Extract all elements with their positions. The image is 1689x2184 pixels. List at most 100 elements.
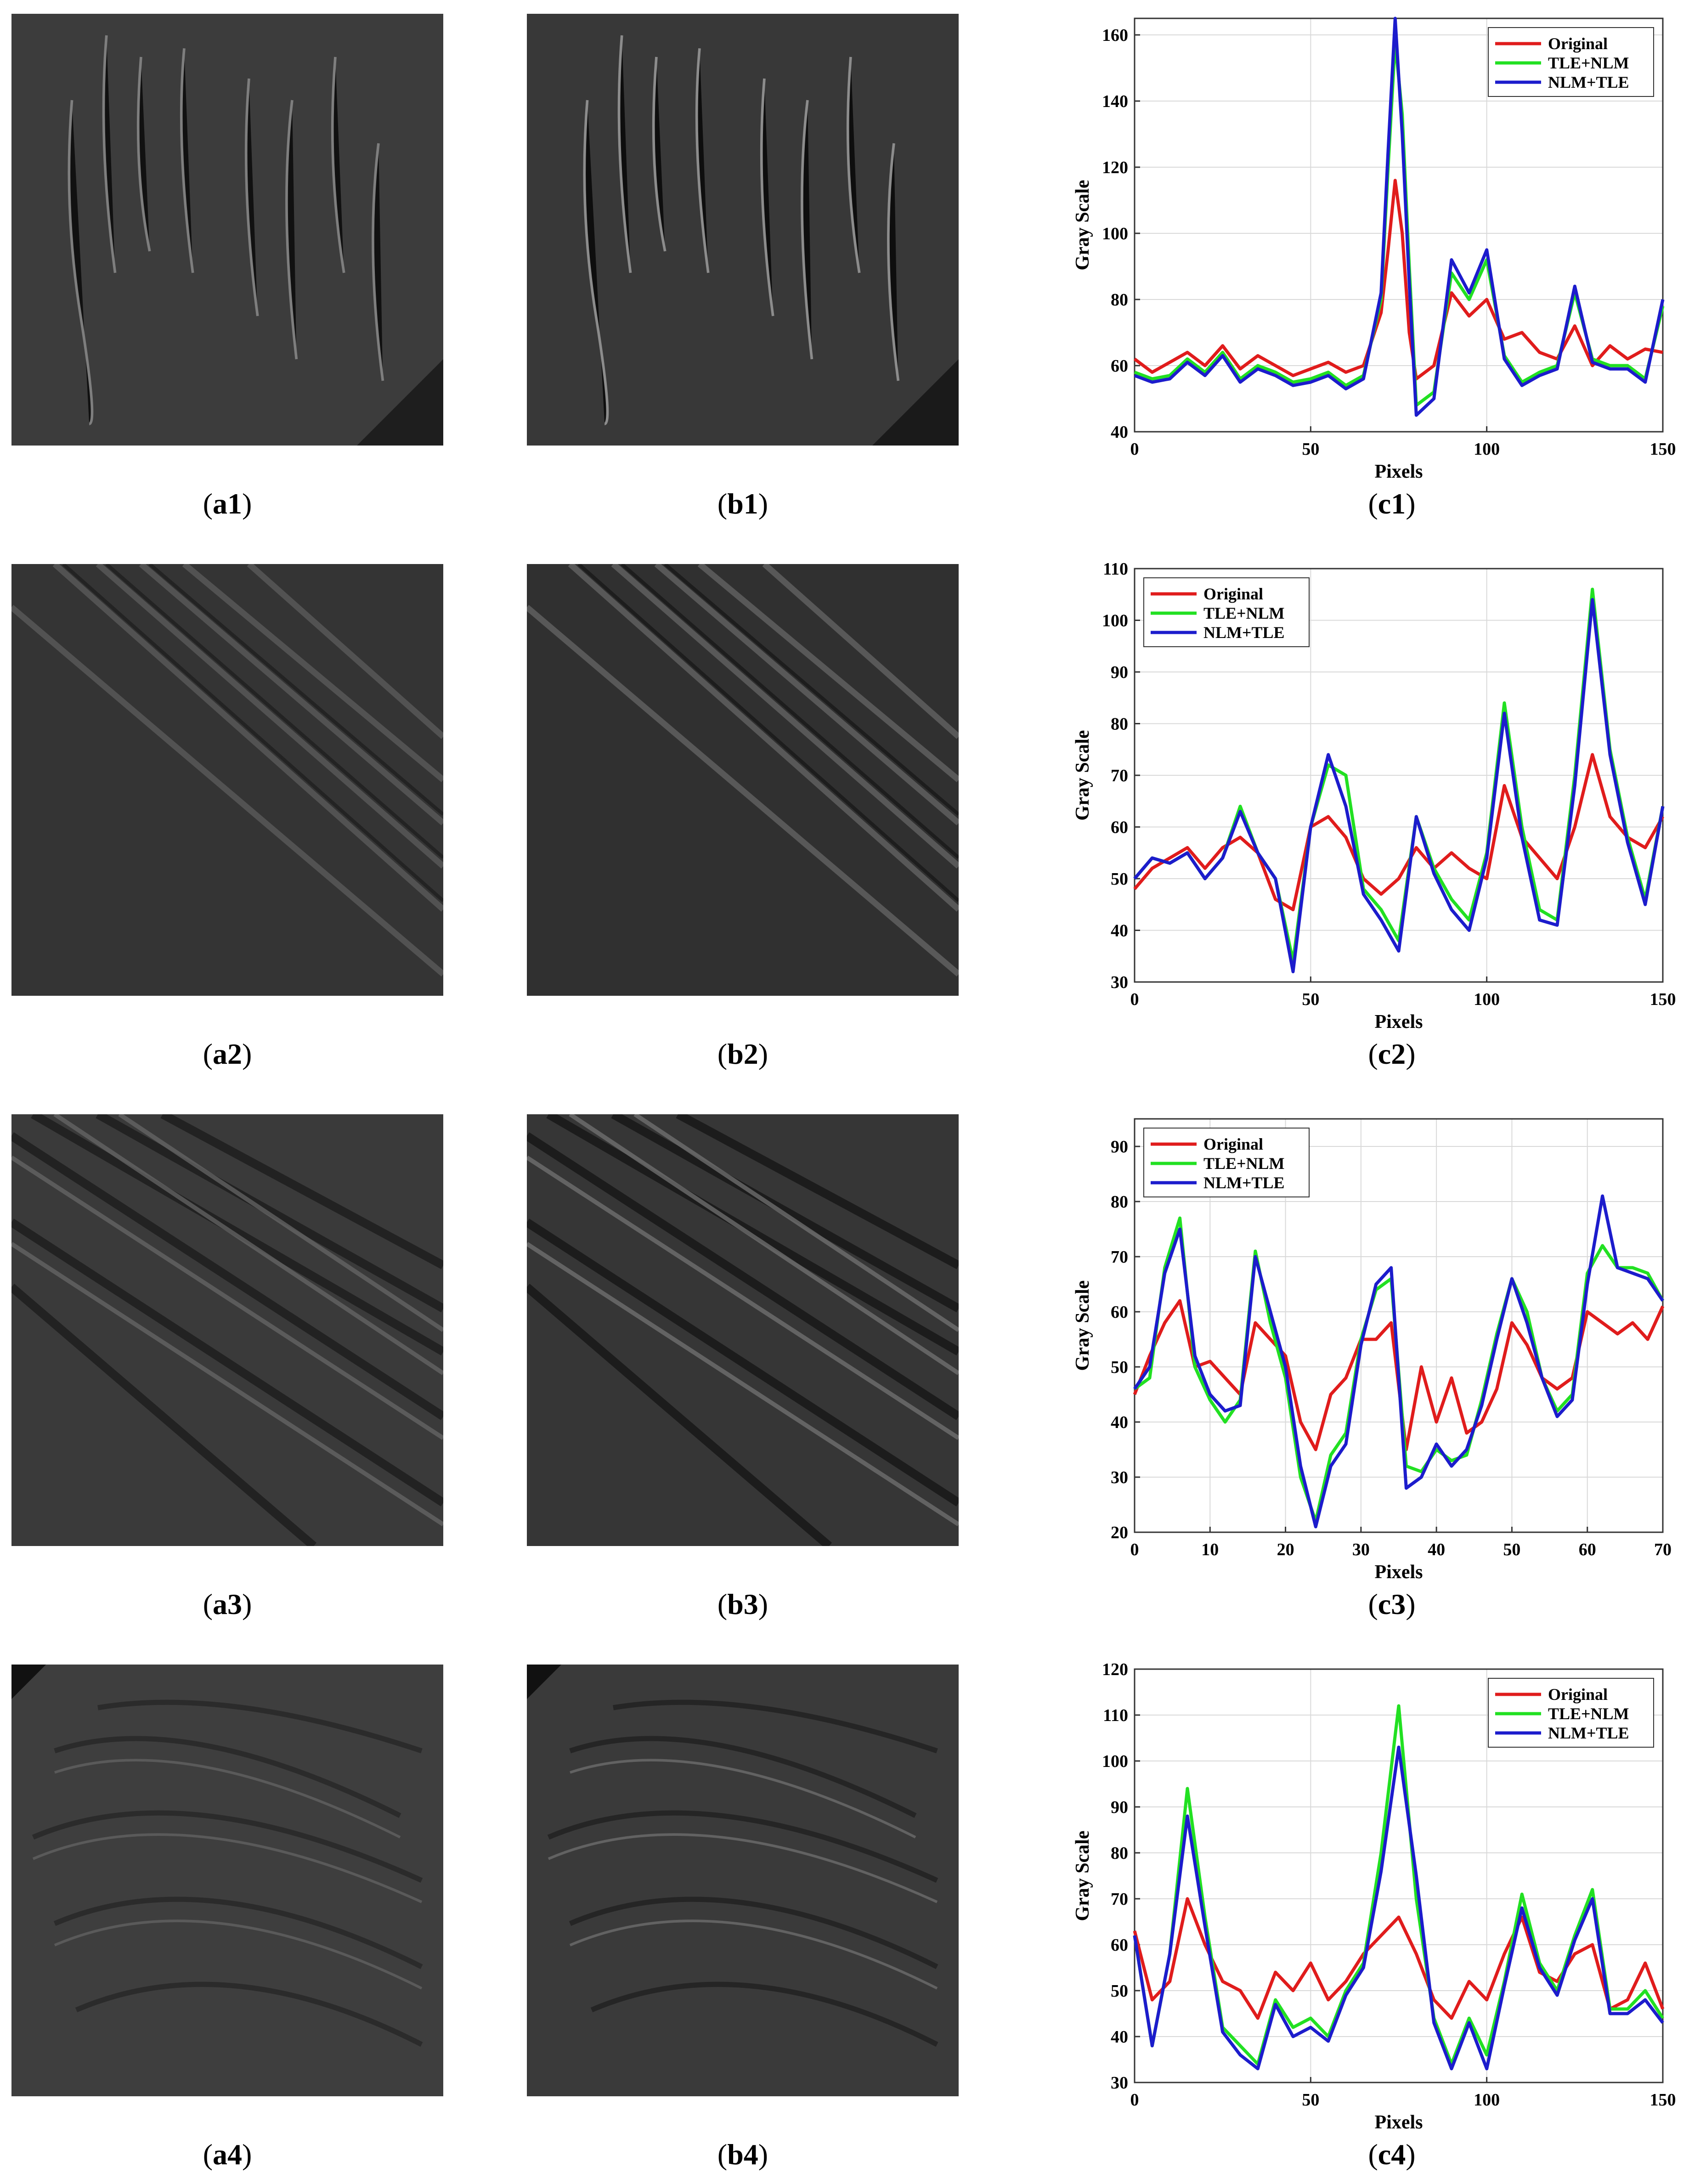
chart-svg: 0 50 100 150 30 40 50 60 70 80 90 100 110 Pixels Gray … bbox=[1072, 559, 1676, 1033]
y-tick-label: 120 bbox=[1102, 1660, 1128, 1679]
caption-a3: (a3) bbox=[203, 1588, 252, 1620]
y-tick-label: 50 bbox=[1111, 1358, 1128, 1377]
chart-c1: 0 50 100 150 40 60 80 100 120 140 160 Pixels Gray Sc… bbox=[1072, 9, 1676, 496]
sar-image-a1 bbox=[11, 14, 443, 446]
x-tick-label: 30 bbox=[1352, 1540, 1370, 1559]
y-tick-label: 160 bbox=[1102, 26, 1128, 45]
y-axis-label: Gray Scale bbox=[1072, 1830, 1093, 1921]
legend-label: NLM+TLE bbox=[1548, 1724, 1629, 1742]
x-tick-label: 20 bbox=[1277, 1540, 1294, 1559]
x-axis-label: Pixels bbox=[1375, 2112, 1423, 2133]
chart-svg: 0 10 20 30 40 50 60 70 20 30 40 50 60 70 80 90 Pixels Gra… bbox=[1072, 1118, 1672, 1583]
sar-image-b3 bbox=[527, 1114, 959, 1546]
plot-frame bbox=[1134, 1118, 1664, 1533]
chart-c2: 0 50 100 150 30 40 50 60 70 80 90 100 110 Pixels Gray … bbox=[1072, 559, 1676, 1046]
legend-label: TLE+NLM bbox=[1203, 1154, 1285, 1173]
x-tick-label: 10 bbox=[1201, 1540, 1219, 1559]
sar-image-a3 bbox=[11, 1114, 443, 1546]
y-axis-label: Gray Scale bbox=[1072, 1280, 1093, 1371]
x-tick-label: 70 bbox=[1654, 1540, 1672, 1559]
legend-label: NLM+TLE bbox=[1548, 73, 1629, 91]
y-tick-label: 90 bbox=[1111, 663, 1128, 682]
y-tick-label: 110 bbox=[1103, 1706, 1128, 1725]
y-tick-label: 80 bbox=[1111, 290, 1128, 310]
y-tick-label: 60 bbox=[1111, 1936, 1128, 1955]
y-tick-label: 50 bbox=[1111, 1981, 1128, 2001]
caption-b1: (b1) bbox=[717, 487, 768, 520]
caption-a2: (a2) bbox=[203, 1038, 252, 1070]
legend-label: Original bbox=[1203, 585, 1263, 603]
y-tick-label: 70 bbox=[1111, 1247, 1128, 1267]
y-tick-label: 60 bbox=[1111, 1303, 1128, 1322]
series-line-original bbox=[1133, 753, 1665, 911]
x-tick-label: 150 bbox=[1650, 440, 1676, 459]
x-tick-label: 50 bbox=[1302, 990, 1319, 1009]
y-tick-label: 80 bbox=[1111, 1844, 1128, 1863]
y-tick-label: 40 bbox=[1111, 921, 1128, 941]
y-tick-label: 70 bbox=[1111, 766, 1128, 785]
x-tick-label: 50 bbox=[1302, 440, 1319, 459]
x-axis-label: Pixels bbox=[1375, 1562, 1423, 1583]
y-tick-label: 30 bbox=[1111, 1468, 1128, 1487]
x-tick-label: 150 bbox=[1650, 2090, 1676, 2110]
y-tick-label: 100 bbox=[1102, 611, 1128, 631]
y-axis-label: Gray Scale bbox=[1072, 180, 1093, 270]
caption-b4: (b4) bbox=[717, 2138, 768, 2171]
y-tick-label: 80 bbox=[1111, 1192, 1128, 1212]
x-axis-label: Pixels bbox=[1375, 461, 1423, 482]
plot-frame bbox=[1134, 1668, 1664, 2083]
chart-c4: 0 50 100 150 30 40 50 60 70 80 90 100 110 120 Pixels Gr… bbox=[1072, 1660, 1676, 2147]
x-tick-label: 100 bbox=[1474, 990, 1500, 1009]
caption-b2: (b2) bbox=[717, 1038, 768, 1070]
legend-label: NLM+TLE bbox=[1203, 1174, 1285, 1192]
y-tick-label: 140 bbox=[1102, 92, 1128, 111]
sar-image-b4 bbox=[527, 1665, 959, 2096]
x-tick-label: 0 bbox=[1130, 440, 1139, 459]
y-tick-label: 70 bbox=[1111, 1890, 1128, 1909]
x-tick-label: 100 bbox=[1474, 440, 1500, 459]
legend-label: NLM+TLE bbox=[1203, 623, 1285, 642]
caption-c3: (c3) bbox=[1368, 1588, 1416, 1620]
y-tick-label: 120 bbox=[1102, 158, 1128, 177]
x-tick-label: 50 bbox=[1503, 1540, 1520, 1559]
legend-label: Original bbox=[1548, 34, 1608, 53]
series-line-original bbox=[1133, 179, 1663, 381]
caption-c1: (c1) bbox=[1368, 487, 1416, 520]
y-tick-label: 20 bbox=[1111, 1523, 1128, 1542]
x-tick-label: 50 bbox=[1302, 2090, 1319, 2110]
legend-label: TLE+NLM bbox=[1548, 54, 1629, 72]
x-tick-label: 0 bbox=[1130, 2090, 1139, 2110]
series-line-original bbox=[1133, 1897, 1665, 2020]
y-tick-label: 40 bbox=[1111, 423, 1128, 442]
x-tick-label: 0 bbox=[1130, 1540, 1139, 1559]
y-axis-label: Gray Scale bbox=[1072, 730, 1093, 820]
y-tick-label: 80 bbox=[1111, 715, 1128, 734]
caption-c4: (c4) bbox=[1368, 2138, 1416, 2171]
sar-image-a2 bbox=[11, 564, 443, 996]
caption-a4: (a4) bbox=[203, 2138, 252, 2171]
caption-a1: (a1) bbox=[203, 487, 252, 520]
series-line-nlm-tle bbox=[1133, 1194, 1664, 1529]
series-line-nlm-tle bbox=[1133, 598, 1665, 973]
y-tick-label: 100 bbox=[1102, 224, 1128, 243]
legend-label: TLE+NLM bbox=[1203, 604, 1285, 622]
y-tick-label: 100 bbox=[1102, 1752, 1128, 1771]
series-line-nlm-tle bbox=[1133, 1745, 1664, 2071]
y-tick-label: 60 bbox=[1111, 818, 1128, 837]
x-tick-label: 150 bbox=[1650, 990, 1676, 1009]
chart-svg: 0 50 100 150 40 60 80 100 120 140 160 Pixels Gray Sc… bbox=[1072, 17, 1676, 482]
y-tick-label: 90 bbox=[1111, 1798, 1128, 1817]
sar-image-b2 bbox=[527, 564, 959, 996]
y-tick-label: 40 bbox=[1111, 1413, 1128, 1432]
series-line-nlm-tle bbox=[1134, 17, 1665, 417]
y-tick-label: 30 bbox=[1111, 973, 1128, 992]
plot-frame bbox=[1134, 17, 1664, 433]
x-tick-label: 60 bbox=[1579, 1540, 1596, 1559]
y-tick-label: 40 bbox=[1111, 2027, 1128, 2047]
y-tick-label: 50 bbox=[1111, 869, 1128, 889]
x-axis-label: Pixels bbox=[1375, 1011, 1423, 1033]
chart-svg: 0 50 100 150 30 40 50 60 70 80 90 100 110 120 Pixels Gr… bbox=[1072, 1660, 1676, 2133]
y-tick-label: 60 bbox=[1111, 356, 1128, 376]
legend-label: Original bbox=[1203, 1135, 1263, 1153]
y-tick-label: 110 bbox=[1103, 559, 1128, 579]
